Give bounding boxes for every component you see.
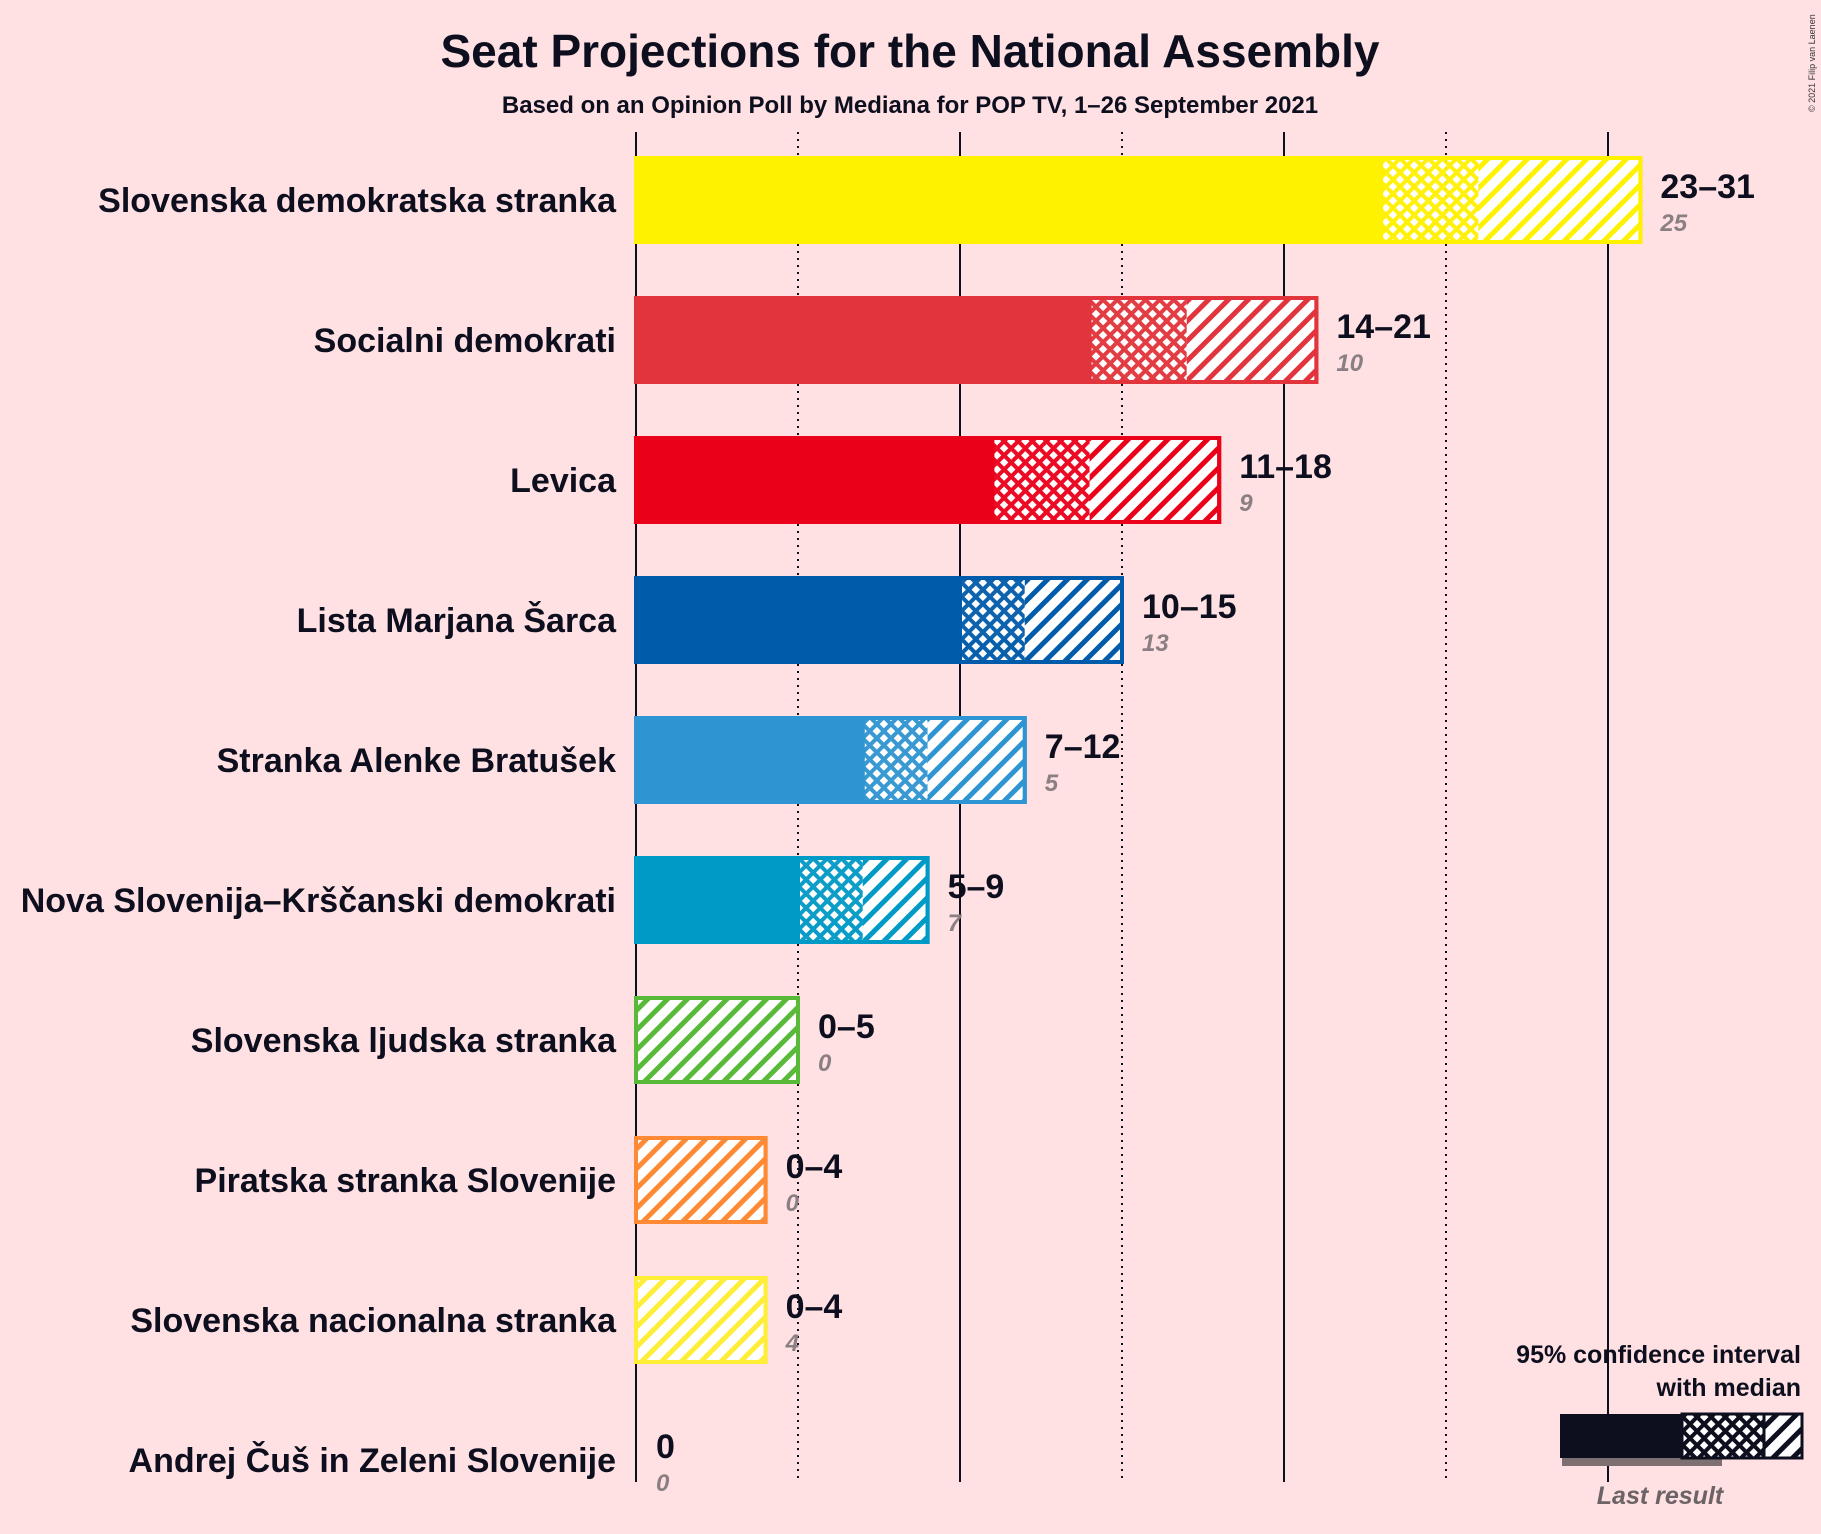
ci-solid-bar	[636, 438, 993, 522]
legend-line-2: with median	[1656, 1374, 1801, 1402]
legend: 95% confidence interval with median Last…	[1516, 1341, 1804, 1510]
ci-solid-bar	[636, 578, 960, 662]
ci-upper-half-bar	[1478, 158, 1641, 242]
ci-solid-bar	[636, 858, 798, 942]
party-name-label: Socialni demokrati	[314, 322, 616, 360]
seat-range-label: 0–4	[786, 1148, 843, 1186]
party-name-label: Stranka Alenke Bratušek	[217, 742, 616, 780]
ci-lower-half-bar	[862, 718, 928, 802]
last-result-label: 0	[656, 1470, 670, 1497]
bar-frame	[634, 716, 1027, 804]
chart-subtitle: Based on an Opinion Poll by Mediana for …	[502, 92, 1318, 119]
seat-range-label: 0	[656, 1428, 675, 1466]
party-row: Piratska stranka Slovenije 0–4 0	[195, 1136, 843, 1224]
seat-range-label: 14–21	[1336, 308, 1431, 346]
last-result-label: 25	[1659, 210, 1687, 237]
ci-solid-bar	[636, 298, 1090, 382]
party-name-label: Slovenska ljudska stranka	[191, 1022, 617, 1060]
copyright-note: © 2021 Filip van Laenen	[1807, 14, 1817, 112]
ci-upper-half-bar	[927, 718, 1025, 802]
last-result-label: 13	[1142, 630, 1169, 657]
party-name-label: Piratska stranka Slovenije	[195, 1162, 616, 1200]
party-row: Nova Slovenija–Krščanski demokrati 5–9 7	[21, 856, 1005, 944]
bar-frame	[634, 156, 1643, 244]
legend-solid-bar	[1560, 1414, 1682, 1458]
party-row: Slovenska demokratska stranka 23–31 25	[98, 156, 1755, 244]
last-result-label: 5	[1045, 770, 1059, 797]
bar-frame	[634, 1136, 768, 1224]
ci-lower-half-bar	[1381, 158, 1479, 242]
ci-solid-bar	[636, 718, 863, 802]
party-row: Levica 11–18 9	[510, 436, 1332, 524]
legend-crosshatch-bar	[1680, 1412, 1766, 1460]
party-name-label: Nova Slovenija–Krščanski demokrati	[21, 882, 616, 920]
party-name-label: Lista Marjana Šarca	[297, 601, 617, 640]
ci-lower-half-bar	[960, 578, 1025, 662]
bar-frame	[634, 296, 1319, 384]
party-name-label: Andrej Čuš in Zeleni Slovenije	[129, 1441, 616, 1480]
party-row: Lista Marjana Šarca 10–15 13	[297, 576, 1237, 664]
party-row: Socialni demokrati 14–21 10	[314, 296, 1431, 384]
ci-upper-half-bar	[862, 858, 928, 942]
party-row: Stranka Alenke Bratušek 7–12 5	[217, 716, 1121, 804]
party-name-label: Levica	[510, 462, 617, 500]
party-name-label: Slovenska demokratska stranka	[98, 182, 617, 220]
bar-frame	[634, 436, 1222, 524]
ci-lower-half-bar	[1089, 298, 1187, 382]
last-result-label: 7	[948, 910, 963, 937]
bar-frame	[634, 996, 800, 1084]
seat-range-label: 23–31	[1660, 168, 1755, 206]
seat-range-label: 5–9	[948, 868, 1005, 906]
last-result-label: 0	[818, 1050, 832, 1077]
ci-lower-half-bar	[992, 438, 1090, 522]
legend-last-result-label: Last result	[1597, 1482, 1725, 1510]
seat-range-label: 0–4	[786, 1288, 843, 1326]
ci-lower-half-bar	[798, 858, 863, 942]
party-name-label: Slovenska nacionalna stranka	[130, 1302, 617, 1340]
seat-range-label: 11–18	[1239, 448, 1332, 486]
ci-upper-half-bar	[636, 1278, 766, 1362]
party-row: Slovenska nacionalna stranka 0–4 4	[130, 1276, 843, 1364]
ci-upper-half-bar	[1186, 298, 1317, 382]
ci-upper-half-bar	[1024, 578, 1122, 662]
party-row: Andrej Čuš in Zeleni Slovenije 0 0	[129, 1428, 675, 1497]
last-result-label: 9	[1239, 490, 1253, 517]
bar-frame	[634, 856, 930, 944]
chart-title: Seat Projections for the National Assemb…	[441, 25, 1380, 77]
bar-frame	[634, 1276, 768, 1364]
party-rows: Slovenska demokratska stranka 23–31 25 Soci…	[21, 156, 1755, 1497]
ci-upper-half-bar	[1089, 438, 1220, 522]
bar-frame	[634, 576, 1124, 664]
seat-range-label: 0–5	[818, 1008, 875, 1046]
seat-range-label: 7–12	[1045, 728, 1121, 766]
last-result-label: 4	[785, 1330, 799, 1357]
legend-hatch-bar	[1762, 1412, 1804, 1460]
ci-upper-half-bar	[636, 1138, 766, 1222]
party-row: Slovenska ljudska stranka 0–5 0	[191, 996, 875, 1084]
last-result-label: 10	[1336, 350, 1363, 377]
ci-solid-bar	[636, 158, 1382, 242]
ci-upper-half-bar	[636, 998, 798, 1082]
seat-range-label: 10–15	[1142, 588, 1237, 626]
last-result-label: 0	[786, 1190, 800, 1217]
legend-line-1: 95% confidence interval	[1516, 1341, 1801, 1369]
